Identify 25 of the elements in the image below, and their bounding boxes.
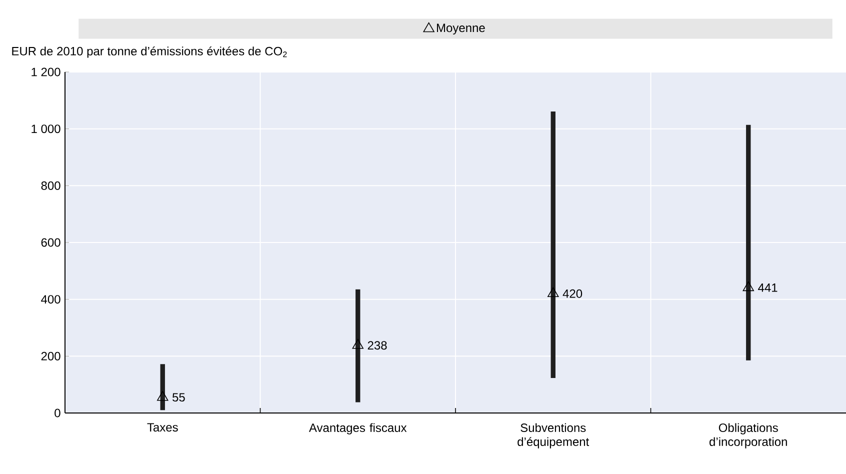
data-label: 420: [562, 289, 582, 298]
x-tick-label: Taxes: [147, 423, 178, 432]
bar: [356, 289, 360, 402]
point: [157, 390, 168, 401]
legend-label: Moyenne: [437, 24, 485, 34]
y-axis-title: EUR de 2010 par tonne d’émissions évitées de CO$_{2}$: [12, 46, 287, 58]
data-label: 238: [368, 341, 387, 350]
data-label: 55: [172, 393, 185, 402]
data-label: 441: [758, 284, 778, 292]
y-tick-label: 1 200: [32, 68, 60, 76]
y-tick-label: 800: [41, 181, 60, 190]
x-tick-label: Subventions d’équipement: [518, 423, 590, 448]
point: [548, 287, 559, 298]
y-tick-label: 1 000: [32, 124, 60, 134]
point: [352, 338, 364, 349]
x-tick-label: Avantages fiscaux: [308, 423, 407, 434]
y-tick-label: 200: [41, 352, 60, 360]
bar: [746, 124, 751, 360]
bar: [550, 112, 556, 378]
y-tick-label: 400: [41, 295, 60, 304]
point: [742, 281, 754, 292]
x-tick-label: Obligations d’incorporation: [710, 423, 787, 448]
y-tick-label: 0: [54, 408, 60, 418]
bar: [160, 364, 165, 410]
y-tick-label: 600: [41, 238, 60, 247]
